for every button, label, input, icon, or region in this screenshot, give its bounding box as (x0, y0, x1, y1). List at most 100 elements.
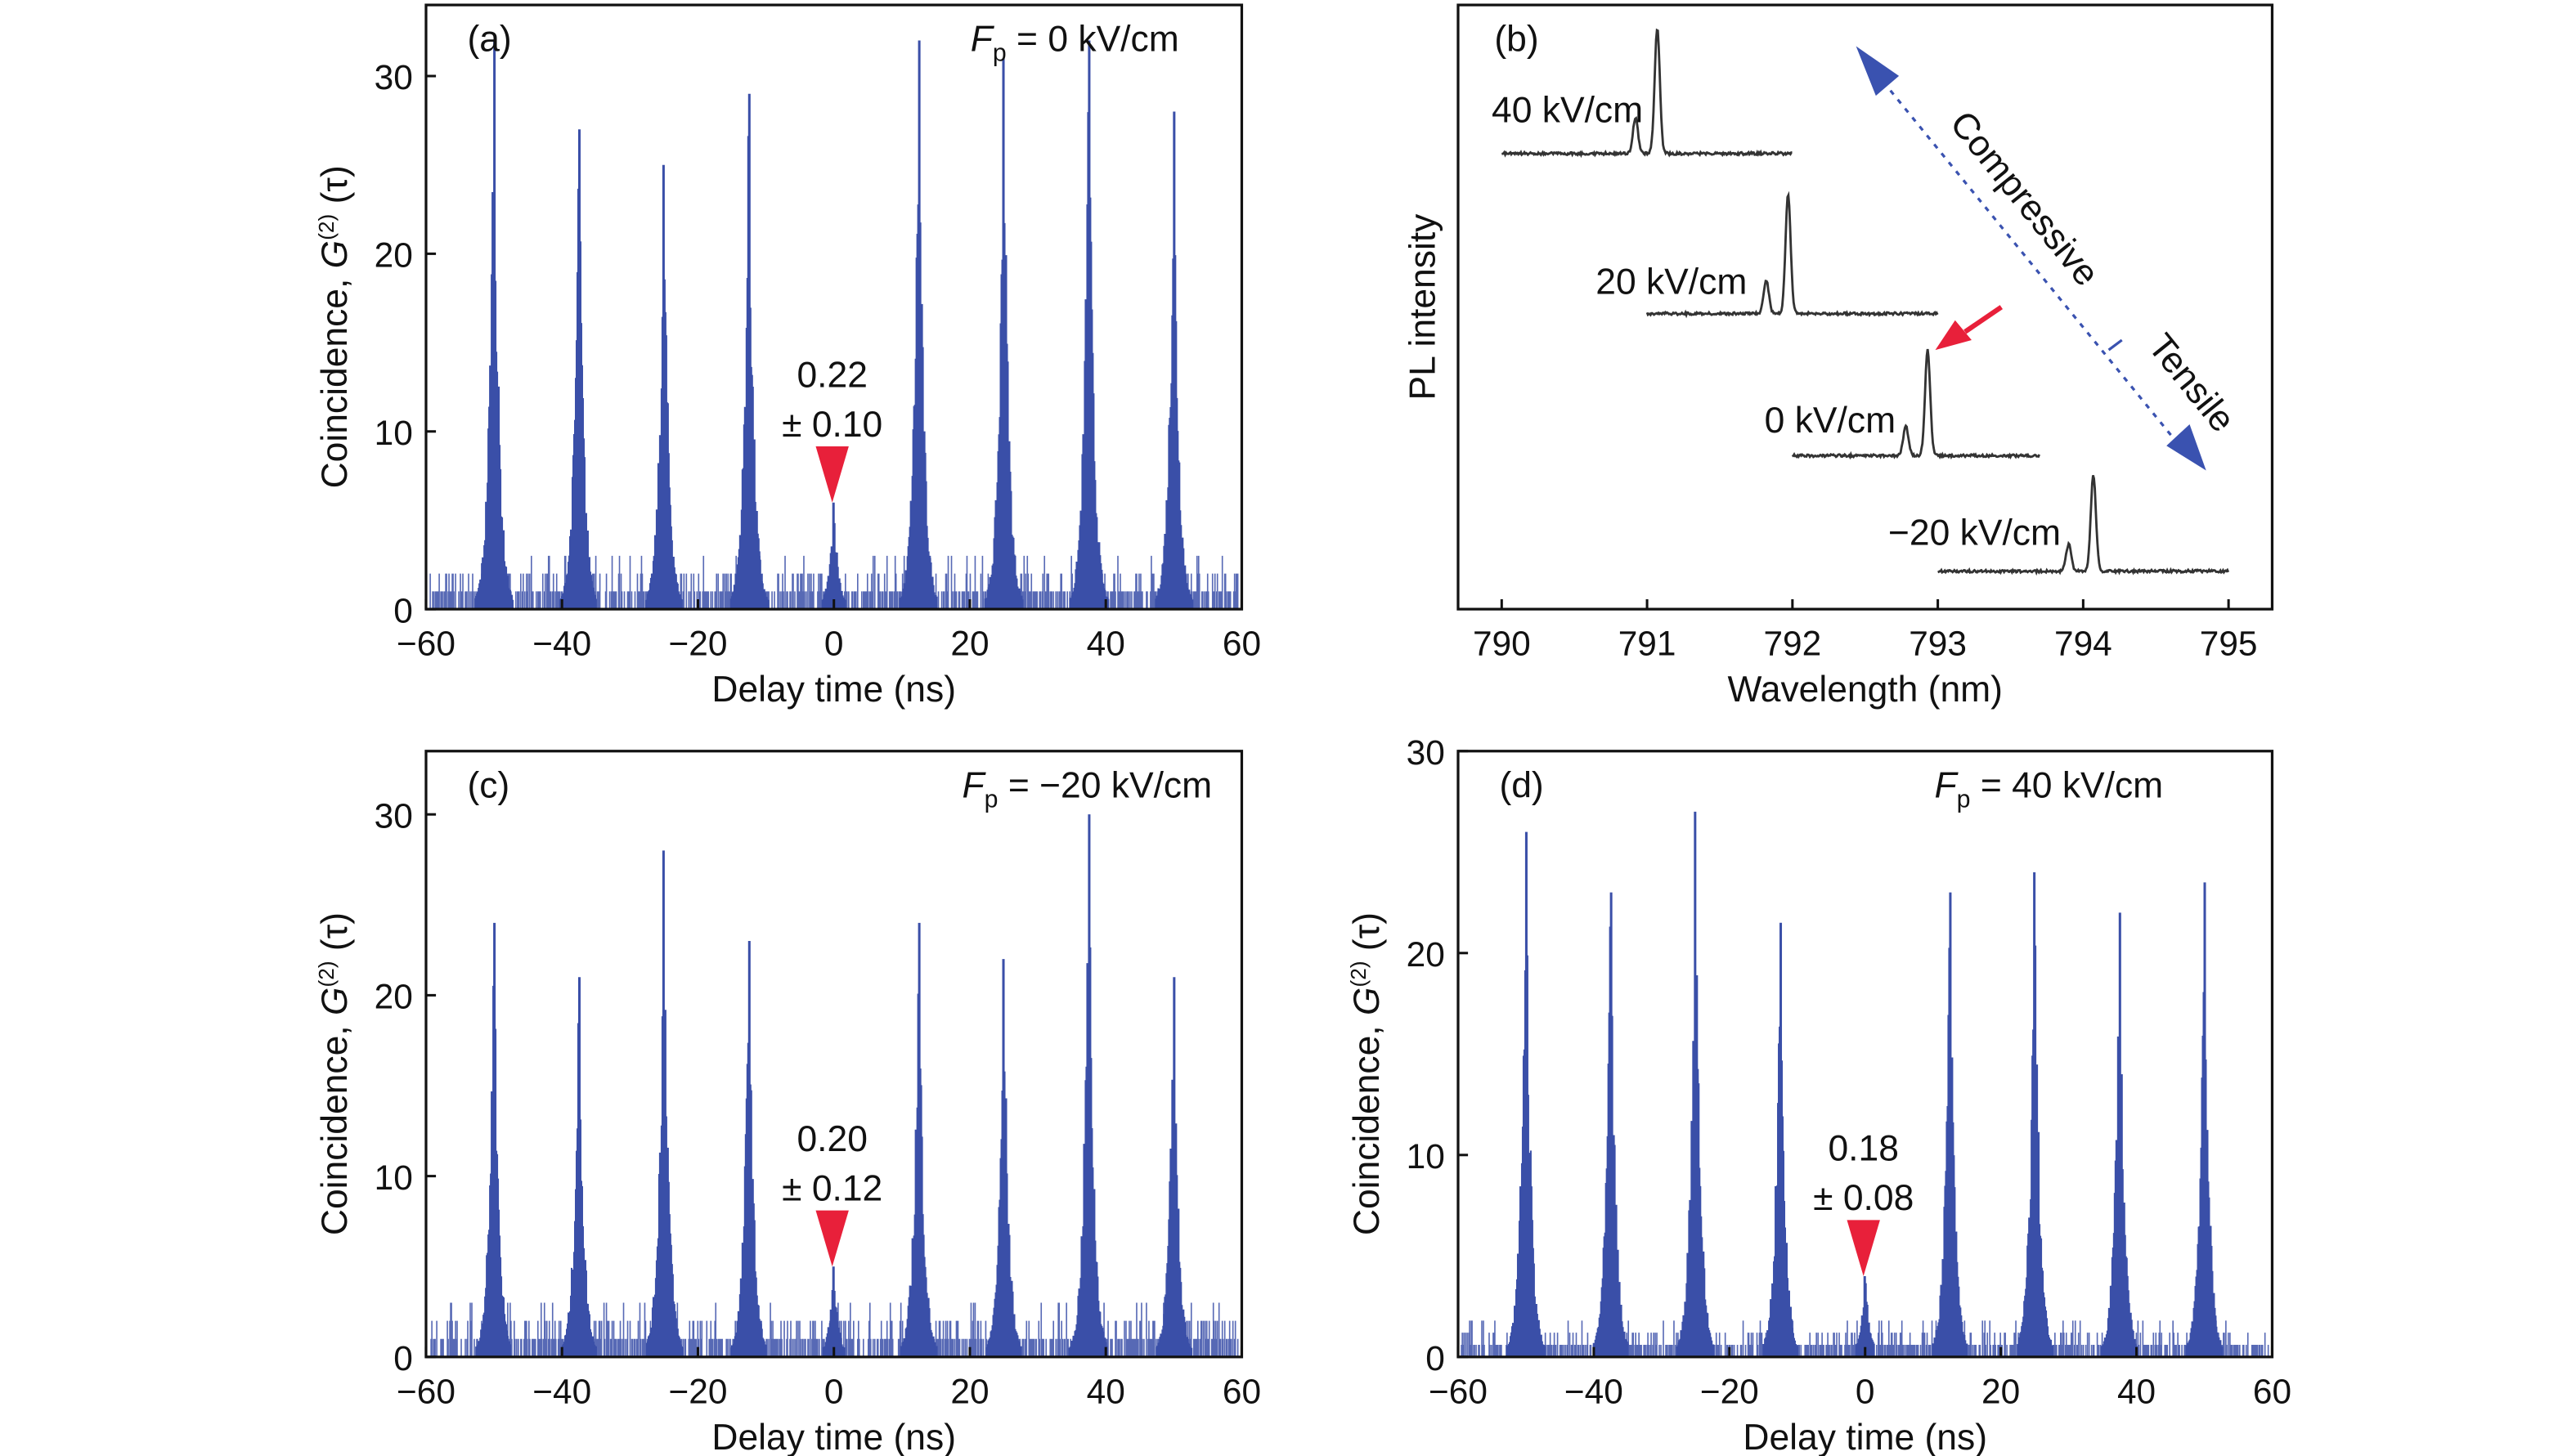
x-tick-label: 60 (1223, 1372, 1261, 1410)
y-tick-label: 20 (1407, 935, 1445, 974)
plot-frame (1456, 3, 2274, 611)
y-axis-label: PL intensity (1403, 213, 1443, 401)
y-tick-label: 20 (375, 236, 413, 275)
x-tick-label: −20 (669, 1372, 728, 1410)
y-tick-label: 30 (375, 58, 413, 96)
strain-zero-mark (2107, 338, 2123, 352)
y-axis-label: Coincidence, G(2) (τ) (1346, 912, 1387, 1235)
g2-error: ± 0.08 (1813, 1178, 1914, 1218)
x-tick-label: −60 (397, 625, 456, 663)
panel-a: −60 −40 −20 0 20 40 60 0 10 20 30 Delay time (ns) Co… (314, 3, 1261, 710)
x-tick-label: −40 (532, 1372, 591, 1410)
peak-bars-5 (1932, 892, 1968, 1357)
peak-bars-1 (562, 977, 597, 1357)
x-tick-label: 790 (1473, 625, 1531, 663)
arrow-up-icon (1856, 46, 1900, 96)
y-tick-label: 30 (375, 796, 413, 835)
y-axis-label: Coincidence, G(2) (τ) (314, 912, 355, 1235)
field-annotation: Fp = 40 kV/cm (1935, 765, 2164, 813)
x-tick-label: −40 (532, 625, 591, 663)
pl-spectrum-trace (1645, 190, 1939, 319)
zero-delay-marker-icon (815, 446, 849, 503)
x-tick-label: 40 (1087, 625, 1125, 663)
y-axis-label: Coincidence, G(2) (τ) (314, 165, 355, 488)
y-tick-label: 0 (393, 591, 413, 629)
highlight-arrow-icon (1935, 320, 1972, 351)
panel-d: −60 −40 −20 0 20 40 60 0 10 20 30 Delay time (ns) Co… (1346, 733, 2291, 1456)
x-tick-label: −20 (1700, 1372, 1759, 1410)
peak-bars-7 (2100, 912, 2138, 1357)
x-tick-label: 40 (1087, 1372, 1125, 1410)
x-tick-label: −40 (1564, 1372, 1623, 1410)
g2-error: ± 0.10 (782, 405, 882, 445)
y-tick-label: 10 (1407, 1137, 1445, 1176)
peak-bars-8 (1156, 977, 1193, 1357)
x-tick-label: 0 (824, 1372, 844, 1410)
panel-b: 40 kV/cm 20 kV/cm 0 kV/cm −20 kV/cm 790 791 79… (1403, 3, 2274, 710)
peak-bars-4 (821, 502, 846, 610)
tensile-label: Tensile (2140, 327, 2242, 440)
peak-bars-3 (729, 941, 767, 1357)
pl-spectrum-trace (1501, 28, 1793, 159)
x-tick-label: −60 (397, 1372, 456, 1410)
y-tick-label: 20 (375, 978, 413, 1016)
peak-bars-5 (899, 40, 938, 610)
spectrum-label: 0 kV/cm (1765, 401, 1896, 441)
peak-bars-1 (559, 129, 597, 610)
pl-spectrum-trace (1791, 348, 2040, 460)
x-tick-label: 20 (950, 625, 989, 663)
x-tick-label: 792 (1763, 625, 1821, 663)
x-tick-label: 793 (1909, 625, 1967, 663)
x-tick-label: 20 (950, 1372, 989, 1410)
compressive-label: Compressive (1942, 104, 2107, 293)
y-tick-label: 30 (1407, 733, 1445, 772)
x-tick-label: 40 (2117, 1372, 2156, 1410)
x-tick-label: −20 (669, 625, 728, 663)
spectrum-label: 40 kV/cm (1492, 90, 1643, 130)
x-tick-label: −60 (1429, 1372, 1488, 1410)
spectrum-label: −20 kV/cm (1888, 513, 2061, 553)
x-tick-label: 60 (1223, 625, 1261, 663)
x-tick-label: 60 (2253, 1372, 2291, 1410)
panel-c: −60 −40 −20 0 20 40 60 0 10 20 30 Delay time (ns) Co… (314, 750, 1261, 1456)
spectrum-label: 20 kV/cm (1595, 262, 1747, 302)
peak-bars-0 (475, 922, 512, 1357)
peak-bars-4 (1855, 1276, 1875, 1357)
zero-delay-marker-icon (815, 1210, 849, 1267)
peak-bars-6 (2017, 871, 2054, 1357)
peak-bars-2 (1676, 811, 1715, 1357)
y-tick-label: 10 (375, 1158, 413, 1197)
highlight-arrow-line (1963, 305, 2004, 334)
panel-label: (d) (1499, 765, 1543, 805)
peak-bars-4 (822, 1266, 846, 1357)
peak-bars-1 (1592, 892, 1629, 1357)
panel-label: (a) (467, 20, 511, 60)
peak-bars-3 (729, 93, 770, 610)
x-axis-label: Delay time (ns) (711, 1418, 956, 1456)
peak-bars-6 (984, 58, 1024, 610)
x-tick-label: 791 (1618, 625, 1676, 663)
x-axis-label: Wavelength (nm) (1727, 670, 2002, 710)
g2-value: 0.18 (1828, 1129, 1898, 1169)
y-tick-label: 0 (1425, 1339, 1445, 1378)
zero-delay-marker-icon (1847, 1220, 1880, 1277)
peak-bars-7 (1068, 814, 1108, 1357)
field-annotation: Fp = 0 kV/cm (971, 20, 1179, 67)
peak-bars-2 (644, 164, 683, 610)
peak-bars-8 (1155, 111, 1194, 610)
peak-bars-5 (900, 922, 938, 1357)
x-tick-label: 795 (2200, 625, 2258, 663)
g2-error: ± 0.12 (782, 1168, 882, 1208)
panel-label: (b) (1494, 20, 1538, 60)
field-annotation: Fp = −20 kV/cm (963, 765, 1213, 813)
x-tick-label: 794 (2054, 625, 2112, 663)
peak-bars-7 (1069, 40, 1110, 610)
g2-value: 0.20 (797, 1119, 867, 1159)
x-tick-label: 20 (1981, 1372, 2020, 1410)
x-tick-label: 0 (1856, 1372, 1875, 1410)
peak-bars-8 (2185, 882, 2224, 1357)
peak-bars-3 (1762, 922, 1798, 1357)
x-tick-label: 0 (824, 625, 844, 663)
peak-bars-2 (645, 850, 684, 1357)
